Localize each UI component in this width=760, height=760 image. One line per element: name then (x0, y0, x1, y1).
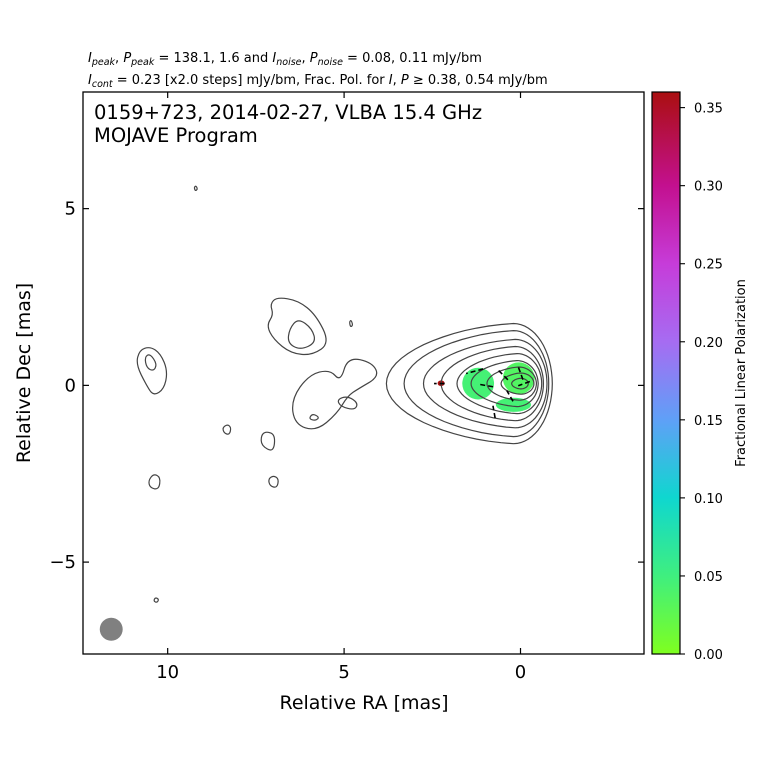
core-contour (511, 377, 529, 390)
x-tick-label: 10 (156, 662, 179, 683)
polarization-patch (462, 367, 495, 400)
colorbar-tick-label: 0.05 (694, 570, 723, 585)
contour-knot-small-a (222, 424, 232, 435)
colorbar-frame (651, 91, 681, 655)
evpa-tick (477, 383, 494, 388)
colorbar-tick-label: 0.10 (694, 492, 723, 507)
evpa-tick (517, 380, 531, 387)
y-axis-title: Relative Dec [mas] (13, 283, 35, 463)
plot-frame (82, 91, 645, 655)
core-contour (470, 359, 539, 408)
colorbar: 0.00 0.05 0.10 0.15 0.20 0.25 0.30 0.35 Fractio… (651, 91, 749, 663)
core-contour (385, 322, 553, 445)
header-text-part: ≥ 0.38, 0.54 mJy/bm (409, 73, 548, 88)
plot-background (83, 92, 644, 654)
header-text-part: = 0.08, 0.11 mJy/bm (343, 51, 482, 66)
core-contour (422, 338, 548, 429)
evpa-tick (506, 390, 514, 402)
contour-knot-tiny-g (349, 320, 353, 328)
colorbar-tick-label: 0.25 (694, 258, 723, 273)
contour-jet-knot-north (267, 297, 327, 356)
header-text-part: P (401, 73, 409, 88)
polarization-patch (495, 397, 532, 412)
header-text-part: cont (92, 79, 114, 90)
axis-ticks: 10 5 0 5 0 −5 (49, 92, 644, 683)
x-axis-title: Relative RA [mas] (279, 692, 448, 714)
contour-jet-knot-north-hole (287, 320, 315, 349)
header-text-part: I (389, 73, 393, 88)
header-text-part: I (88, 73, 92, 88)
header-text-part: I (88, 51, 92, 66)
evpa-tick (497, 369, 509, 381)
y-tick-label: −5 (49, 552, 76, 573)
contour-jet-knot-middle-hole-a (337, 396, 358, 410)
header-line-1: Ipeak, Ppeak = 138.1, 1.6 and Inoise, Pn… (88, 51, 482, 68)
plot-title-line-2: MOJAVE Program (94, 124, 258, 147)
contour-knot-small-c (148, 474, 161, 490)
plot-area: 10 5 0 5 0 −5 0159+723, 2014-02-27, VLBA 15.4… (49, 91, 645, 683)
colorbar-title: Fractional Linear Polarization (734, 279, 749, 467)
contour-jet-knot-middle (292, 358, 378, 430)
evpa-tick (517, 366, 524, 380)
y-tick-label: 0 (65, 375, 76, 396)
header-line-2: Icont = 0.23 [x2.0 steps] mJy/bm, Frac. … (88, 73, 548, 90)
header-text-part: = 138.1, 1.6 and (154, 51, 272, 66)
evpa-layer (434, 366, 531, 419)
beam-ellipse (99, 617, 123, 641)
contour-outer-blob-east-hole (144, 354, 157, 371)
evpa-tick (465, 368, 484, 375)
header-text-part: peak (130, 57, 155, 68)
plot-title-line-1: 0159+723, 2014-02-27, VLBA 15.4 GHz (94, 101, 482, 124)
y-tick-label: 5 (65, 199, 76, 220)
header-text-part: noise (318, 57, 343, 68)
contour-outer-blob-east (136, 347, 168, 395)
header-text-part: , (393, 73, 401, 88)
colorbar-ticks: 0.00 0.05 0.10 0.15 0.20 0.25 0.30 0.35 (680, 102, 723, 663)
evpa-tick (492, 405, 496, 419)
core-contour (486, 366, 538, 401)
x-tick-label: 5 (338, 662, 349, 683)
header-text-part: , (302, 51, 310, 66)
x-tick-label: 0 (515, 662, 526, 683)
colorbar-tick-label: 0.00 (694, 648, 723, 663)
contour-knot-small-d (268, 475, 279, 488)
header-text-part: P (123, 51, 131, 66)
header-text-part: , (115, 51, 123, 66)
colorbar-tick-label: 0.30 (694, 180, 723, 195)
colorbar-tick-label: 0.20 (694, 336, 723, 351)
colorbar-tick-label: 0.35 (694, 102, 723, 117)
header-text-part: peak (91, 57, 116, 68)
header-text-part: I (272, 51, 276, 66)
core-contour (440, 345, 545, 422)
header-text-part: = 0.23 [x2.0 steps] mJy/bm, Frac. Pol. f… (113, 73, 389, 88)
contour-knot-tiny-e (153, 597, 159, 603)
header-text-part: noise (276, 57, 301, 68)
core-contour (500, 372, 535, 395)
contour-knot-tiny-f (193, 185, 198, 191)
contour-knot-small-b (260, 431, 276, 451)
core-contour (403, 329, 550, 438)
contour-jet-knot-middle-hole-b (309, 414, 319, 421)
colorbar-tick-label: 0.15 (694, 414, 723, 429)
beam-layer (99, 617, 123, 641)
core-contour (456, 352, 543, 415)
header-text-part: P (310, 51, 318, 66)
contour-layer (136, 185, 553, 603)
colorbar-fill (652, 92, 680, 654)
header-text: Ipeak, Ppeak = 138.1, 1.6 and Inoise, Pn… (88, 51, 548, 90)
